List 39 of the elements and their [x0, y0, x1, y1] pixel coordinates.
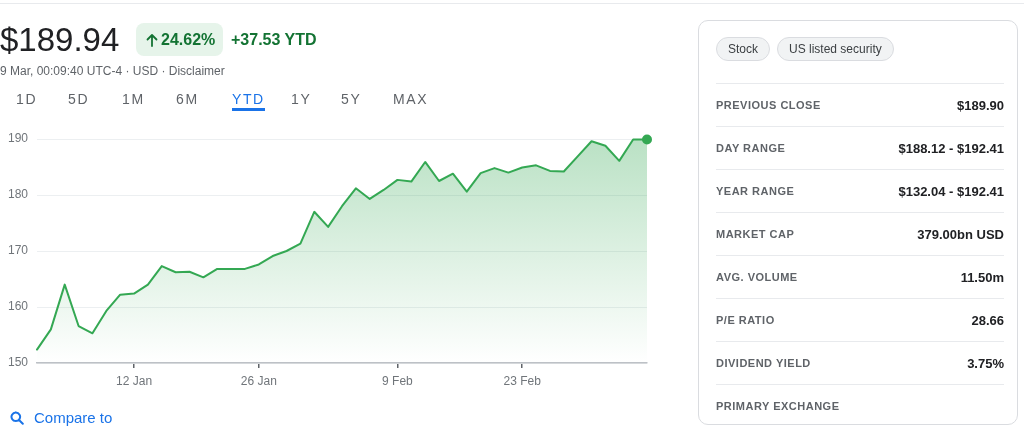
text: +37.53 YTD — [231, 31, 317, 49]
text: P/E RATIO — [716, 314, 775, 326]
text: $132.04 - $192.41 — [898, 183, 1004, 199]
text: DAY RANGE — [716, 142, 786, 154]
chart-title: $189.94 — [0, 20, 120, 60]
text: 1Y — [291, 91, 312, 107]
x-tick-label: 26 Jan — [240, 373, 277, 388]
x-tick-label: 9 Feb — [382, 373, 414, 388]
y-tick-label: 180 — [7, 187, 29, 202]
text: 5D — [68, 91, 90, 107]
text: YTD — [232, 91, 265, 111]
text: 1M — [122, 91, 145, 107]
text: 5Y — [341, 91, 362, 107]
x-tick-label: 12 Jan — [116, 373, 153, 388]
text: $189.90 — [957, 97, 1004, 113]
chart-subtitle: 9 Mar, 00:09:40 UTC-4 · USD · Disclaimer — [0, 64, 225, 78]
text: MAX — [393, 91, 429, 107]
x-tick-label: 23 Feb — [503, 373, 542, 388]
text: 6M — [176, 91, 199, 107]
y-tick-label: 170 — [7, 243, 29, 258]
y-tick-label: 190 — [7, 131, 29, 146]
badge: 24.62% — [136, 23, 224, 56]
text: 379.00bn USD — [917, 226, 1004, 242]
text: Compare to — [34, 409, 113, 426]
text: PREVIOUS CLOSE — [716, 99, 821, 111]
text: 3.75% — [967, 355, 1004, 371]
chip: US listed security — [777, 37, 894, 61]
text: $188.12 - $192.41 — [898, 140, 1004, 156]
text: 28.66 — [971, 312, 1004, 328]
chip: Stock — [716, 37, 770, 61]
y-tick-label: 160 — [7, 299, 29, 314]
text: 1D — [16, 91, 38, 107]
text: PRIMARY EXCHANGE — [716, 400, 840, 412]
text: DIVIDEND YIELD — [716, 357, 811, 369]
text: MARKET CAP — [716, 228, 795, 240]
y-tick-label: 150 — [7, 355, 29, 370]
text: YEAR RANGE — [716, 185, 795, 197]
text: AVG. VOLUME — [716, 271, 798, 283]
text: 11.50m — [960, 269, 1004, 285]
